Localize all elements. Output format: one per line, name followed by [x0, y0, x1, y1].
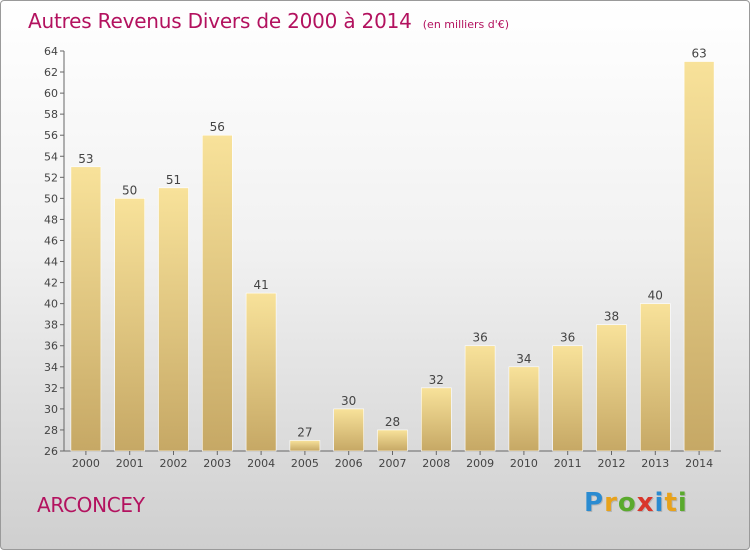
bar-value-label: 40: [648, 289, 663, 303]
y-tick-label: 58: [44, 108, 58, 121]
y-tick-label: 28: [44, 424, 58, 437]
bar: [464, 345, 496, 452]
x-tick-label: 2004: [247, 457, 275, 470]
x-tick-label: 2012: [598, 457, 626, 470]
logo-letter: o: [617, 488, 637, 518]
bar: [114, 198, 145, 452]
y-tick-label: 44: [44, 256, 58, 269]
y-tick-label: 34: [44, 361, 58, 374]
logo-letter: t: [664, 488, 678, 518]
bar-value-label: 53: [78, 152, 93, 166]
bar-value-label: 56: [210, 120, 225, 134]
x-tick-label: 2001: [116, 457, 144, 470]
chart-subtitle: (en milliers d'€): [422, 18, 510, 31]
y-tick-label: 62: [44, 66, 58, 79]
bar-value-label: 41: [253, 278, 268, 292]
bar-value-label: 32: [429, 373, 444, 387]
y-tick-label: 36: [44, 340, 58, 353]
bar: [289, 440, 321, 452]
x-tick-label: 2002: [160, 457, 188, 470]
bar-value-label: 38: [604, 310, 619, 324]
commune-name: ARCONCEY: [37, 493, 145, 517]
logo-letter: P: [584, 488, 605, 518]
bar-value-label: 36: [560, 331, 575, 345]
bar: [420, 387, 452, 452]
bar-value-label: 34: [516, 352, 531, 366]
bar-value-label: 36: [472, 331, 487, 345]
y-tick-label: 64: [44, 45, 58, 58]
x-tick-label: 2013: [641, 457, 669, 470]
y-tick-label: 32: [44, 382, 58, 395]
x-tick-label: 2014: [685, 457, 713, 470]
y-tick-label: 50: [44, 192, 58, 205]
bar-value-label: 30: [341, 394, 356, 408]
bar: [639, 303, 671, 452]
proxiti-logo[interactable]: Proxiti: [584, 488, 688, 518]
x-tick-label: 2011: [554, 457, 582, 470]
chart-title: Autres Revenus Divers de 2000 à 2014: [28, 9, 412, 33]
logo-letter: i: [677, 488, 688, 518]
y-tick-label: 26: [44, 445, 58, 458]
bar-value-label: 27: [297, 425, 312, 439]
y-tick-label: 60: [44, 87, 58, 100]
bar: [552, 345, 584, 452]
y-tick-label: 54: [44, 150, 58, 163]
x-tick-label: 2000: [72, 457, 100, 470]
bar: [333, 408, 365, 452]
bar-value-label: 28: [385, 415, 400, 429]
logo-letter: i: [654, 488, 665, 518]
y-tick-label: 40: [44, 298, 58, 311]
chart-heading: Autres Revenus Divers de 2000 à 2014 (en…: [28, 9, 509, 33]
y-tick-label: 46: [44, 234, 58, 247]
y-tick-label: 52: [44, 171, 58, 184]
y-tick-label: 42: [44, 277, 58, 290]
x-tick-label: 2005: [291, 457, 319, 470]
bar-value-label: 51: [166, 173, 181, 187]
x-tick-label: 2003: [203, 457, 231, 470]
y-tick-label: 38: [44, 319, 58, 332]
x-tick-label: 2006: [335, 457, 363, 470]
x-tick-label: 2009: [466, 457, 494, 470]
bar-value-label: 50: [122, 183, 137, 197]
bar: [508, 366, 540, 452]
bar: [158, 187, 189, 452]
bar: [596, 324, 627, 452]
bar: [683, 61, 715, 452]
logo-letter: r: [604, 488, 618, 518]
x-tick-label: 2010: [510, 457, 538, 470]
logo-letter: x: [636, 488, 655, 518]
bar: [377, 429, 408, 452]
bar-value-label: 63: [691, 47, 706, 61]
y-tick-label: 48: [44, 213, 58, 226]
x-tick-label: 2008: [422, 457, 450, 470]
bar: [202, 134, 233, 452]
bar: [245, 292, 277, 452]
bar: [70, 166, 102, 452]
x-tick-label: 2007: [379, 457, 407, 470]
y-tick-label: 30: [44, 403, 58, 416]
y-tick-label: 56: [44, 129, 58, 142]
